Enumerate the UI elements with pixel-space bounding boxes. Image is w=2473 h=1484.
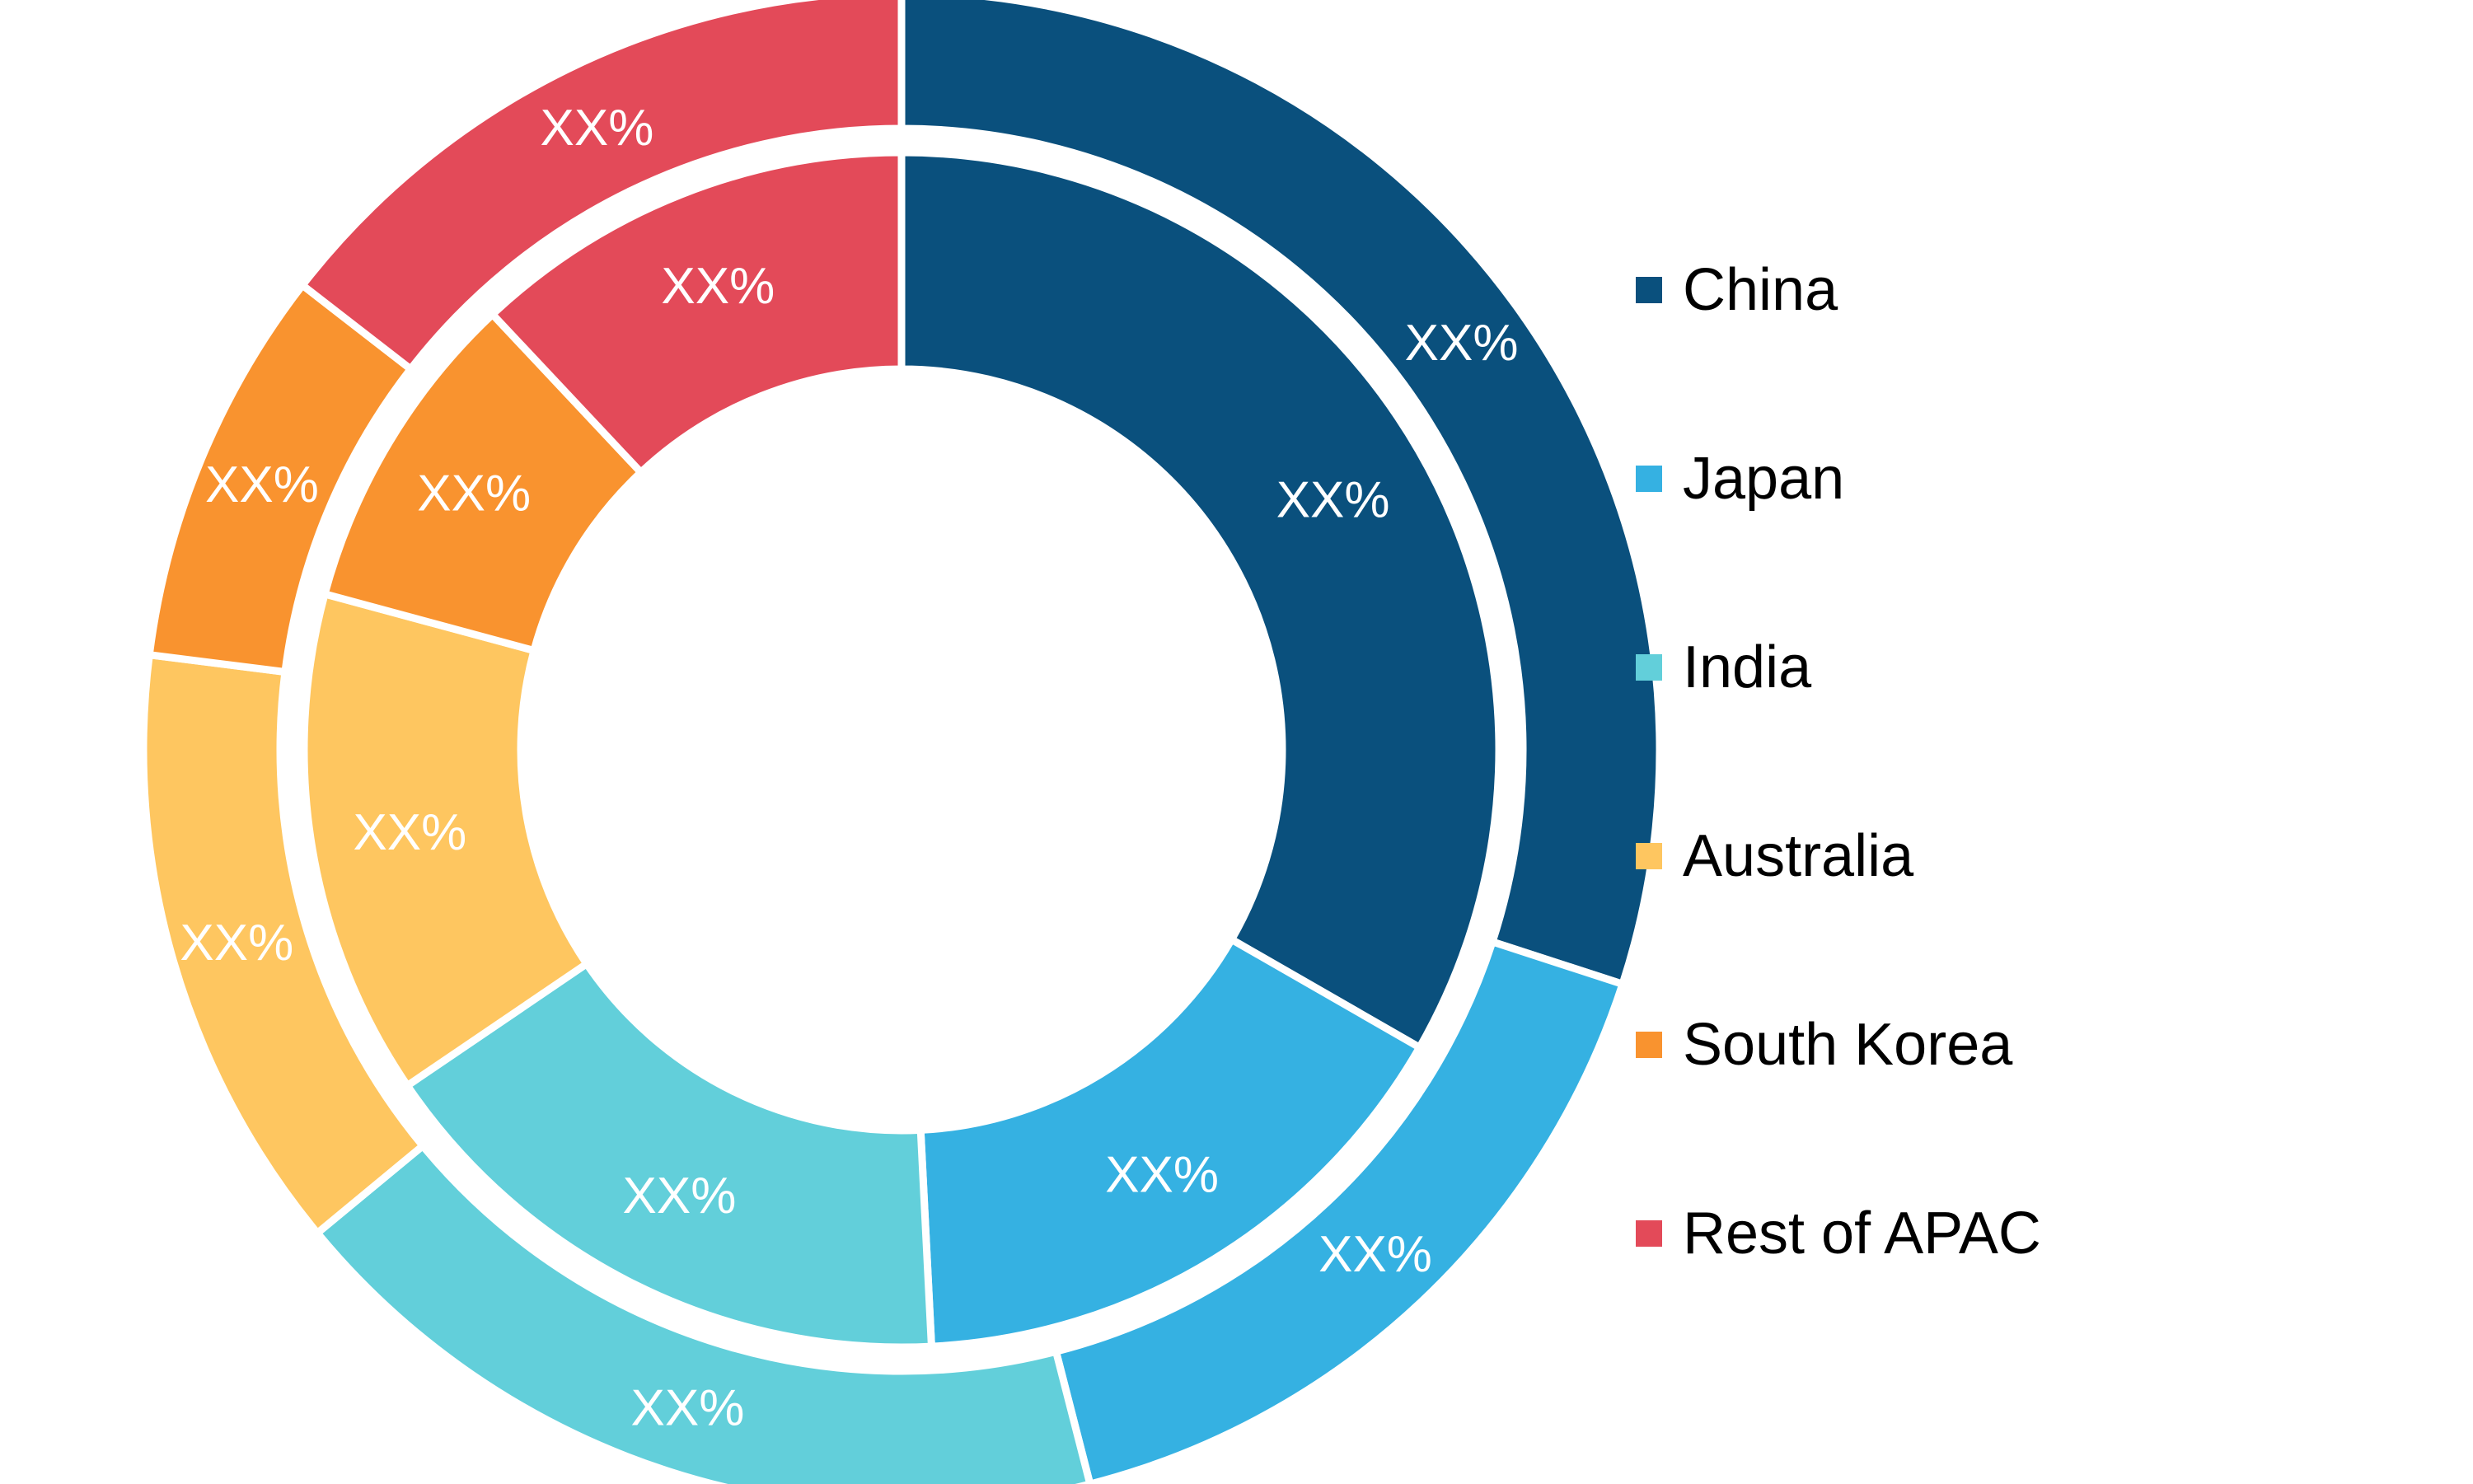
legend-swatch-australia (1636, 843, 1662, 869)
inner-label-australia: XX% (353, 804, 466, 861)
outer-label-australia: XX% (180, 915, 293, 971)
inner-label-india: XX% (623, 1168, 737, 1224)
inner-slice-rest-of-apac (487, 148, 906, 478)
legend-item-rest-of-apac: Rest of APAC (1636, 1201, 2041, 1266)
outer-label-china: XX% (1405, 315, 1519, 372)
legend-label-south-korea: South Korea (1683, 1012, 2013, 1078)
inner-slice-india (402, 958, 936, 1351)
outer-label-rest-of-apac: XX% (541, 100, 654, 157)
inner-label-china: XX% (1276, 471, 1390, 528)
legend-item-japan: Japan (1636, 446, 1844, 512)
legend-swatch-china (1636, 277, 1662, 303)
legend-swatch-rest-of-apac (1636, 1220, 1662, 1247)
legend-label-japan: Japan (1683, 446, 1844, 512)
outer-slice-rest-of-apac (297, 0, 906, 375)
outer-label-japan: XX% (1318, 1226, 1432, 1283)
inner-ring (300, 148, 1503, 1351)
outer-label-india: XX% (631, 1379, 745, 1436)
slice-labels: XX% XX% XX% XX% XX% XX% XX% XX% XX% XX% XX% XX% (180, 100, 1518, 1436)
inner-label-rest-of-apac: XX% (661, 258, 775, 315)
outer-label-south-korea: XX% (205, 456, 319, 513)
legend-label-china: China (1683, 257, 1838, 323)
legend-item-south-korea: South Korea (1636, 1012, 2013, 1078)
legend-label-rest-of-apac: Rest of APAC (1683, 1201, 2041, 1266)
outer-ring (139, 0, 1664, 1484)
inner-label-south-korea: XX% (417, 465, 531, 522)
inner-label-japan: XX% (1105, 1146, 1219, 1203)
inner-slice-australia (300, 589, 592, 1091)
legend-swatch-south-korea (1636, 1032, 1662, 1058)
legend-item-china: China (1636, 257, 1838, 323)
legend-item-india: India (1636, 634, 1812, 700)
legend-label-australia: Australia (1683, 823, 1914, 889)
legend-swatch-india (1636, 654, 1662, 681)
inner-slice-japan (916, 934, 1425, 1351)
outer-slice-china (897, 0, 1664, 989)
legend-item-australia: Australia (1636, 823, 1914, 889)
inner-slice-china (897, 148, 1503, 1053)
legend-label-india: India (1683, 634, 1812, 700)
legend: China Japan India Australia South Korea Rest … (1636, 257, 2041, 1266)
legend-swatch-japan (1636, 466, 1662, 492)
